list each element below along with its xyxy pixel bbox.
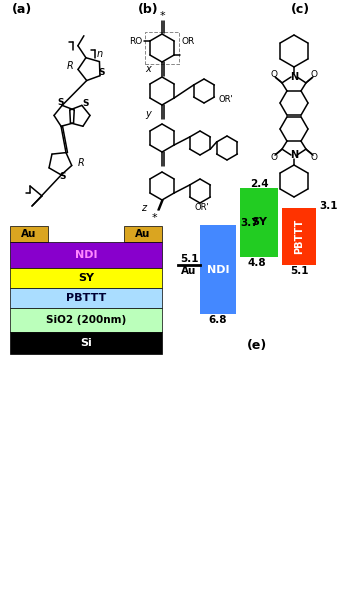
Text: R: R (78, 159, 84, 168)
Text: Au: Au (21, 229, 37, 239)
Text: Au: Au (181, 267, 197, 276)
Text: (e): (e) (247, 339, 267, 351)
Text: N: N (290, 150, 298, 160)
Text: 3.1: 3.1 (319, 201, 337, 211)
Text: z: z (142, 203, 147, 213)
Text: OR': OR' (218, 96, 233, 104)
Text: *: * (159, 11, 165, 21)
Text: PBTTT: PBTTT (294, 219, 304, 254)
Text: S: S (59, 173, 65, 181)
Text: *: * (151, 213, 157, 223)
Text: OR: OR (182, 38, 195, 47)
Text: Si: Si (80, 338, 92, 348)
Bar (240, 187, 278, 257)
Text: OR': OR' (195, 204, 209, 213)
Text: NDI: NDI (75, 250, 97, 260)
Text: 6.8: 6.8 (209, 316, 227, 325)
Text: S: S (82, 99, 89, 108)
Bar (10, 268, 162, 288)
Bar (10, 332, 162, 354)
Text: S: S (99, 68, 105, 77)
Bar (10, 242, 162, 268)
Bar (10, 288, 162, 308)
Bar (10, 226, 48, 242)
Text: O: O (310, 70, 318, 79)
Text: NDI: NDI (207, 265, 229, 275)
Text: 4.8: 4.8 (248, 258, 266, 268)
Text: 3.7: 3.7 (240, 218, 259, 228)
Text: S: S (57, 98, 63, 107)
Text: (c): (c) (290, 4, 309, 16)
Bar (10, 308, 162, 332)
Text: PBTTT: PBTTT (66, 293, 106, 303)
Text: Au: Au (135, 229, 151, 239)
Text: 2.4: 2.4 (250, 179, 268, 188)
Text: x: x (145, 64, 151, 74)
Text: O: O (310, 153, 318, 162)
Text: 5.1: 5.1 (290, 267, 308, 276)
Bar (282, 208, 316, 265)
Text: O: O (270, 153, 278, 162)
Text: N: N (290, 72, 298, 82)
Text: SY: SY (251, 217, 267, 227)
Text: RO: RO (129, 38, 142, 47)
Text: (a): (a) (12, 4, 32, 16)
Text: 5.1: 5.1 (180, 255, 198, 264)
Bar (124, 226, 162, 242)
Text: n: n (97, 48, 103, 59)
Text: R: R (67, 61, 73, 72)
Text: (b): (b) (138, 4, 158, 16)
Text: (d): (d) (55, 339, 75, 351)
Text: SY: SY (78, 273, 94, 283)
Text: y: y (145, 109, 151, 119)
Text: O: O (270, 70, 278, 79)
Text: SiO2 (200nm): SiO2 (200nm) (46, 315, 126, 325)
Bar (200, 225, 236, 315)
